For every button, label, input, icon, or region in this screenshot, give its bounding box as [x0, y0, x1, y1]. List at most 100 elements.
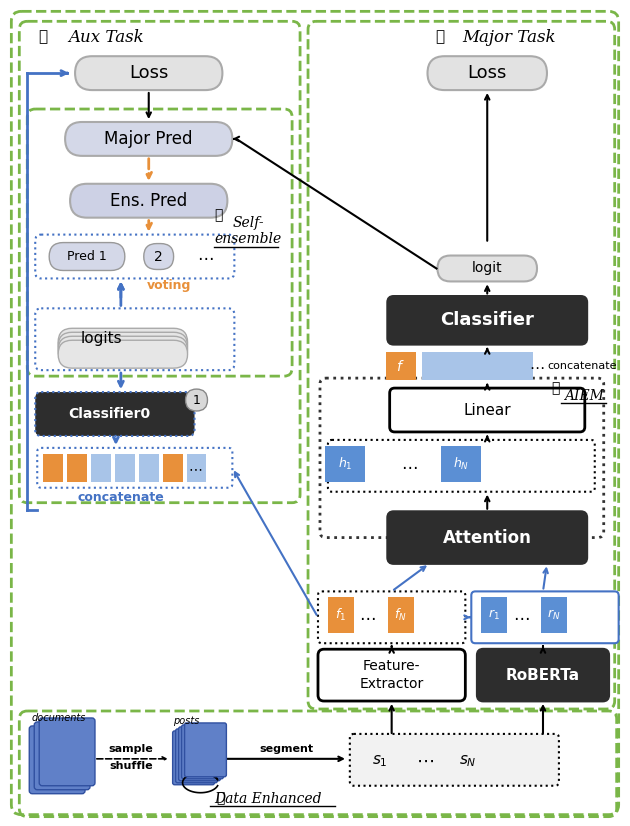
- Text: $\cdots$: $\cdots$: [401, 457, 418, 475]
- Bar: [387, 597, 413, 634]
- FancyBboxPatch shape: [58, 332, 188, 360]
- Text: logit: logit: [472, 262, 503, 276]
- Text: $\cdots$: $\cdots$: [360, 608, 376, 626]
- FancyBboxPatch shape: [173, 731, 214, 785]
- Text: $h_N$: $h_N$: [453, 456, 469, 472]
- Text: Ens. Pred: Ens. Pred: [110, 192, 187, 210]
- Text: $f$: $f$: [396, 358, 405, 373]
- Text: Data Enhanced: Data Enhanced: [214, 791, 322, 805]
- Text: Classifier: Classifier: [440, 311, 534, 330]
- FancyBboxPatch shape: [176, 729, 217, 783]
- Text: $r_1$: $r_1$: [488, 608, 500, 622]
- FancyBboxPatch shape: [35, 235, 234, 278]
- Bar: [139, 453, 159, 482]
- Text: $s_1$: $s_1$: [372, 753, 387, 769]
- Text: 1: 1: [193, 393, 200, 406]
- Bar: [67, 453, 87, 482]
- FancyBboxPatch shape: [144, 244, 174, 269]
- Text: $\cdots$: $\cdots$: [188, 461, 203, 475]
- Text: $r_N$: $r_N$: [547, 608, 561, 622]
- Text: Feature-
Extractor: Feature- Extractor: [360, 659, 424, 691]
- Text: Attention: Attention: [443, 529, 532, 547]
- FancyBboxPatch shape: [75, 56, 222, 90]
- Text: documents: documents: [32, 713, 86, 723]
- Text: ②: ②: [552, 381, 560, 395]
- Text: voting: voting: [146, 279, 191, 292]
- Text: 2: 2: [154, 249, 163, 263]
- Bar: [325, 446, 365, 482]
- Text: Classifier0: Classifier0: [68, 407, 150, 421]
- Text: Pred 1: Pred 1: [67, 250, 107, 263]
- Text: ⑤: ⑤: [214, 209, 222, 223]
- FancyBboxPatch shape: [318, 649, 466, 701]
- FancyBboxPatch shape: [185, 723, 226, 776]
- Bar: [481, 597, 507, 634]
- Text: concatenate: concatenate: [547, 361, 617, 371]
- FancyBboxPatch shape: [387, 511, 587, 563]
- Text: Linear: Linear: [464, 402, 511, 417]
- FancyBboxPatch shape: [318, 591, 466, 643]
- Bar: [541, 597, 567, 634]
- Text: sample: sample: [108, 744, 153, 754]
- Text: ③: ③: [435, 31, 444, 45]
- Text: $\cdots$: $\cdots$: [197, 248, 214, 265]
- Text: Major Pred: Major Pred: [105, 130, 193, 148]
- FancyBboxPatch shape: [37, 448, 232, 487]
- Text: ensemble: ensemble: [215, 231, 282, 245]
- FancyBboxPatch shape: [29, 726, 85, 794]
- FancyBboxPatch shape: [471, 591, 619, 643]
- Text: Loss: Loss: [129, 64, 168, 82]
- FancyBboxPatch shape: [428, 56, 547, 90]
- Text: $f_N$: $f_N$: [394, 607, 407, 624]
- Text: $f_1$: $f_1$: [335, 607, 347, 624]
- Bar: [478, 352, 505, 380]
- FancyBboxPatch shape: [35, 392, 195, 436]
- Bar: [43, 453, 63, 482]
- Text: $\cdots$: $\cdots$: [416, 752, 433, 770]
- Text: posts: posts: [173, 716, 199, 726]
- FancyBboxPatch shape: [478, 649, 609, 701]
- FancyBboxPatch shape: [186, 389, 207, 411]
- Text: Aux Task: Aux Task: [68, 29, 144, 45]
- FancyBboxPatch shape: [65, 122, 232, 156]
- Text: $h_1$: $h_1$: [338, 456, 352, 472]
- Bar: [163, 453, 183, 482]
- FancyBboxPatch shape: [437, 255, 537, 282]
- Bar: [442, 446, 481, 482]
- FancyBboxPatch shape: [390, 388, 585, 432]
- Bar: [505, 352, 533, 380]
- Bar: [449, 352, 478, 380]
- FancyBboxPatch shape: [49, 243, 125, 270]
- Text: $s_N$: $s_N$: [459, 753, 476, 769]
- FancyBboxPatch shape: [34, 722, 90, 790]
- FancyBboxPatch shape: [58, 340, 188, 368]
- Text: Self-: Self-: [232, 216, 264, 230]
- Bar: [91, 453, 111, 482]
- FancyBboxPatch shape: [39, 718, 95, 786]
- Bar: [328, 597, 354, 634]
- Text: AIEM: AIEM: [564, 389, 604, 403]
- Text: Major Task: Major Task: [462, 29, 556, 45]
- FancyBboxPatch shape: [58, 328, 188, 356]
- Bar: [115, 453, 135, 482]
- Text: $\cdots$: $\cdots$: [513, 608, 529, 626]
- FancyBboxPatch shape: [35, 308, 234, 370]
- Text: segment: segment: [259, 744, 313, 754]
- FancyBboxPatch shape: [350, 734, 559, 786]
- Bar: [186, 453, 207, 482]
- Text: logits: logits: [80, 330, 122, 346]
- FancyBboxPatch shape: [178, 727, 220, 781]
- FancyBboxPatch shape: [70, 183, 227, 218]
- Text: ①: ①: [216, 791, 225, 805]
- Text: Loss: Loss: [467, 64, 507, 82]
- FancyBboxPatch shape: [328, 440, 595, 491]
- Text: shuffle: shuffle: [109, 761, 152, 771]
- FancyBboxPatch shape: [58, 336, 188, 364]
- Text: $\cdots$: $\cdots$: [529, 358, 545, 373]
- Text: ④: ④: [38, 31, 48, 45]
- FancyBboxPatch shape: [181, 725, 224, 779]
- Text: RoBERTa: RoBERTa: [506, 667, 580, 682]
- Bar: [386, 352, 416, 380]
- FancyBboxPatch shape: [387, 297, 587, 344]
- Bar: [421, 352, 449, 380]
